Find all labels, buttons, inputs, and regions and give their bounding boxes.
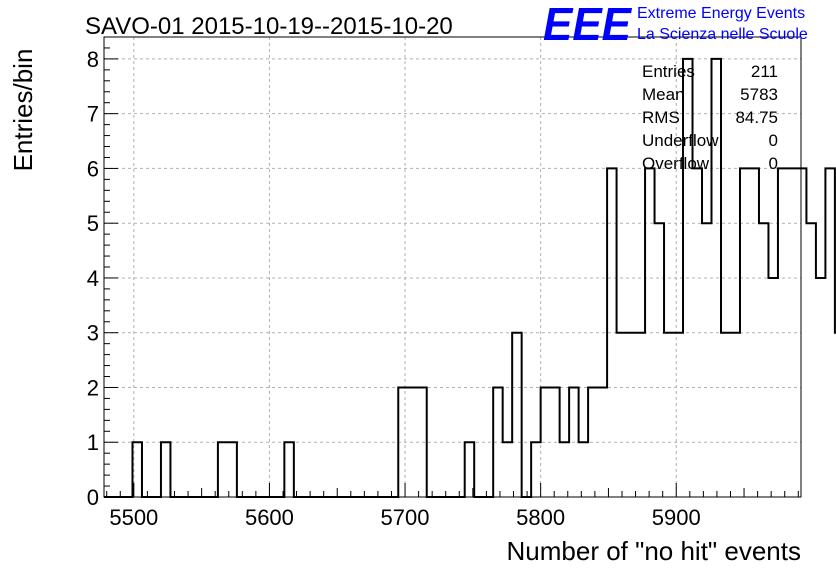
stats-label: Mean (642, 85, 685, 104)
stats-value: 211 (751, 62, 778, 81)
axes (104, 36, 799, 498)
grid-lines (104, 37, 801, 497)
y-tick-label: 7 (87, 102, 99, 127)
stats-value: 0 (769, 131, 778, 150)
eee-logo: EEE Extreme Energy Events La Scienza nel… (543, 0, 808, 50)
stats-label: RMS (642, 108, 680, 127)
stats-value: 0 (769, 154, 778, 173)
y-tick-label: 1 (87, 430, 99, 455)
chart-title: SAVO-01 2015-10-19--2015-10-20 (85, 13, 453, 40)
logo-line-1: Extreme Energy Events (637, 5, 805, 22)
x-tick-label: 5700 (381, 505, 430, 530)
y-tick-label: 6 (87, 156, 99, 181)
stats-label: Entries (642, 62, 695, 81)
x-tick-label: 5800 (516, 505, 565, 530)
logo-line-2: La Scienza nelle Scuole (637, 26, 808, 43)
x-tick-label: 5500 (109, 505, 158, 530)
y-tick-label: 4 (87, 266, 99, 291)
y-tick-label: 2 (87, 375, 99, 400)
x-tick-label: 5600 (245, 505, 294, 530)
stats-value: 84.75 (735, 108, 778, 127)
x-axis-label: Number of "no hit" events (507, 536, 802, 566)
stats-value: 5783 (740, 85, 778, 104)
eee-logo-mark: EEE (543, 0, 632, 50)
y-tick-label: 3 (87, 321, 99, 346)
tick-labels: 5500 5600 5700 5800 5900 0 1 2 3 4 5 6 7 8 (87, 47, 701, 530)
y-tick-label: 8 (87, 47, 99, 72)
stats-box: Entries 211 Mean 5783 RMS 84.75 Underflow 0 Over… (642, 62, 778, 173)
y-tick-label: 0 (87, 485, 99, 510)
y-axis-label: Entries/bin (8, 49, 38, 172)
y-tick-label: 5 (87, 211, 99, 236)
histogram-series (104, 57, 836, 498)
x-tick-label: 5900 (652, 505, 701, 530)
stats-label: Underflow (642, 131, 719, 150)
stats-label: Overflow (642, 154, 710, 173)
